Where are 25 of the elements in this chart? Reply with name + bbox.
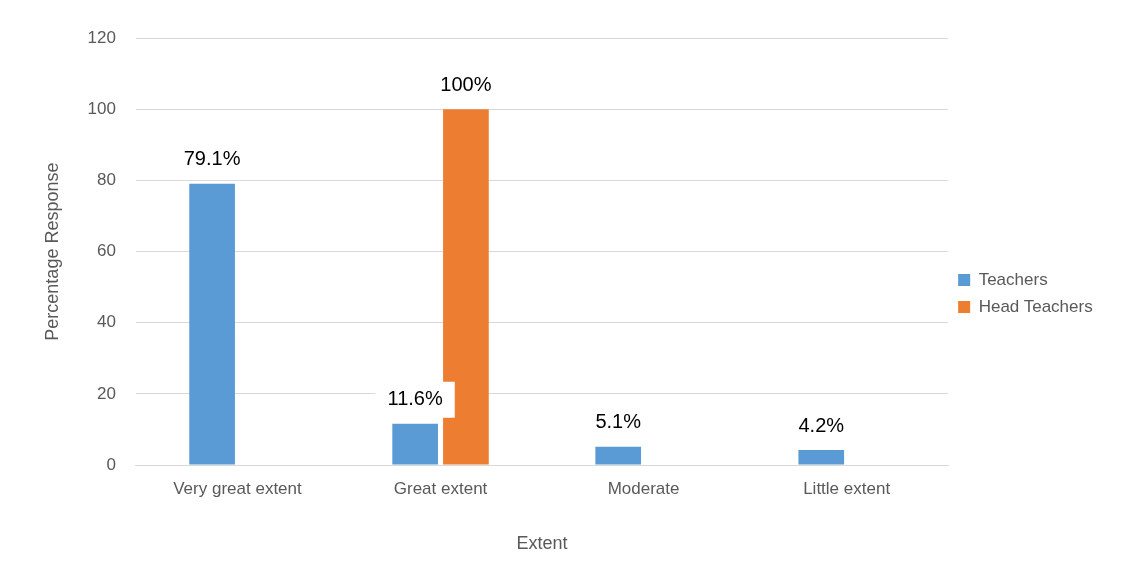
y-tick-label: 60 [97,241,116,261]
bar [443,109,489,465]
x-tick-label: Little extent [803,478,891,498]
bar [798,450,845,465]
y-axis-title: Percentage Response [41,162,62,341]
y-tick-label: 120 [87,27,116,47]
y-tick-label: 0 [106,454,116,474]
data-label: 5.1% [595,410,642,433]
y-tick-label: 20 [97,383,116,403]
data-label: 11.6% [387,387,443,410]
bar [595,446,642,465]
legend-label: Head Teachers [978,296,1093,316]
x-tick-label: Very great extent [173,478,303,498]
y-tick-label: 100 [87,99,116,119]
legend-label: Teachers [978,269,1048,289]
bar [392,423,438,465]
y-tick-label: 40 [97,312,116,332]
data-label: 4.2% [798,413,845,436]
y-tick-label: 80 [97,170,116,190]
data-label: 100% [440,72,492,95]
x-tick-label: Moderate [607,478,680,498]
bar [189,183,235,465]
x-tick-label: Great extent [393,478,488,498]
data-label: 79.1% [183,147,241,170]
x-axis-title: Extent [516,533,568,554]
